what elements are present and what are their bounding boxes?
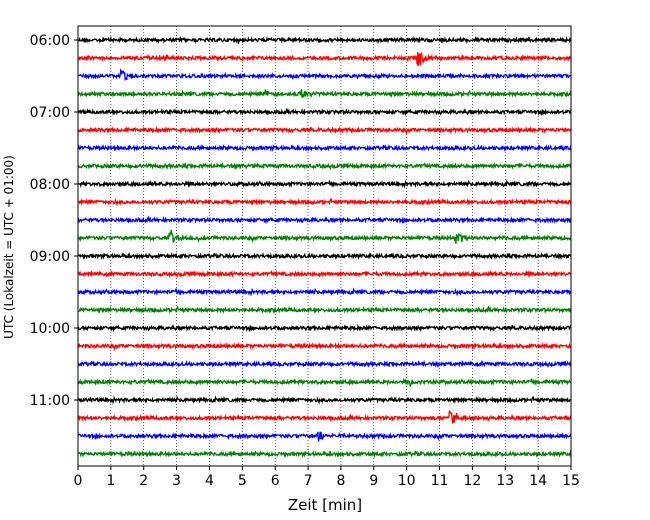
x-tick-label: 0 — [74, 473, 83, 489]
y-tick-label: 09:00 — [30, 249, 70, 265]
seismic-trace — [77, 229, 572, 244]
seismic-trace — [77, 410, 572, 424]
x-tick-label: 3 — [172, 473, 181, 489]
seismic-trace — [77, 342, 572, 352]
y-axis-ticks: 06:00 07:00 08:00 09:00 10:00 11:00 — [30, 33, 78, 409]
y-tick-label: 10:00 — [30, 321, 70, 337]
y-axis-label: UTC (Lokalzeit = UTC + 01:00) — [2, 155, 16, 339]
seismic-trace — [77, 161, 572, 171]
seismic-trace — [77, 35, 572, 45]
x-tick-label: 13 — [496, 473, 514, 489]
seismic-trace — [77, 323, 572, 333]
y-tick-label: 07:00 — [30, 105, 70, 121]
y-tick-label: 06:00 — [30, 33, 70, 49]
plot-frame — [77, 25, 572, 467]
seismic-trace — [77, 305, 572, 315]
y-tick-label: 11:00 — [30, 393, 70, 409]
x-tick-label: 4 — [205, 473, 214, 489]
x-tick-label: 12 — [463, 473, 481, 489]
x-axis-ticks: 0 1 2 3 4 5 6 7 8 9 10 11 12 13 14 15 — [74, 466, 580, 489]
x-tick-label: 7 — [304, 473, 313, 489]
seismic-trace — [77, 395, 572, 405]
seismic-trace — [77, 51, 572, 67]
seismic-trace — [77, 431, 572, 442]
x-tick-label: 14 — [529, 473, 547, 489]
x-tick-label: 5 — [238, 473, 247, 489]
x-tick-label: 10 — [398, 473, 416, 489]
seismic-trace — [77, 287, 572, 297]
seismic-trace — [77, 125, 572, 136]
seismic-trace — [77, 377, 572, 388]
x-axis-label: Zeit [min] — [288, 496, 362, 514]
seismic-trace — [77, 449, 572, 459]
grid-lines — [110, 26, 539, 466]
seismic-trace — [77, 107, 572, 117]
x-tick-label: 9 — [369, 473, 378, 489]
x-tick-label: 6 — [271, 473, 280, 489]
x-tick-label: 2 — [139, 473, 148, 489]
x-tick-label: 15 — [562, 473, 580, 489]
seismic-trace — [77, 68, 572, 82]
x-tick-label: 1 — [106, 473, 115, 489]
y-tick-label: 08:00 — [30, 177, 70, 193]
seismic-trace — [77, 251, 572, 261]
seismic-traces — [77, 35, 572, 459]
seismic-trace — [77, 197, 572, 207]
x-tick-label: 8 — [336, 473, 345, 489]
seismic-trace — [77, 359, 572, 369]
seismic-trace — [77, 143, 572, 153]
x-tick-label: 11 — [431, 473, 449, 489]
seismic-trace — [77, 269, 572, 279]
seismic-trace — [77, 88, 572, 99]
seismic-trace — [77, 179, 572, 189]
seismic-trace — [77, 215, 572, 225]
